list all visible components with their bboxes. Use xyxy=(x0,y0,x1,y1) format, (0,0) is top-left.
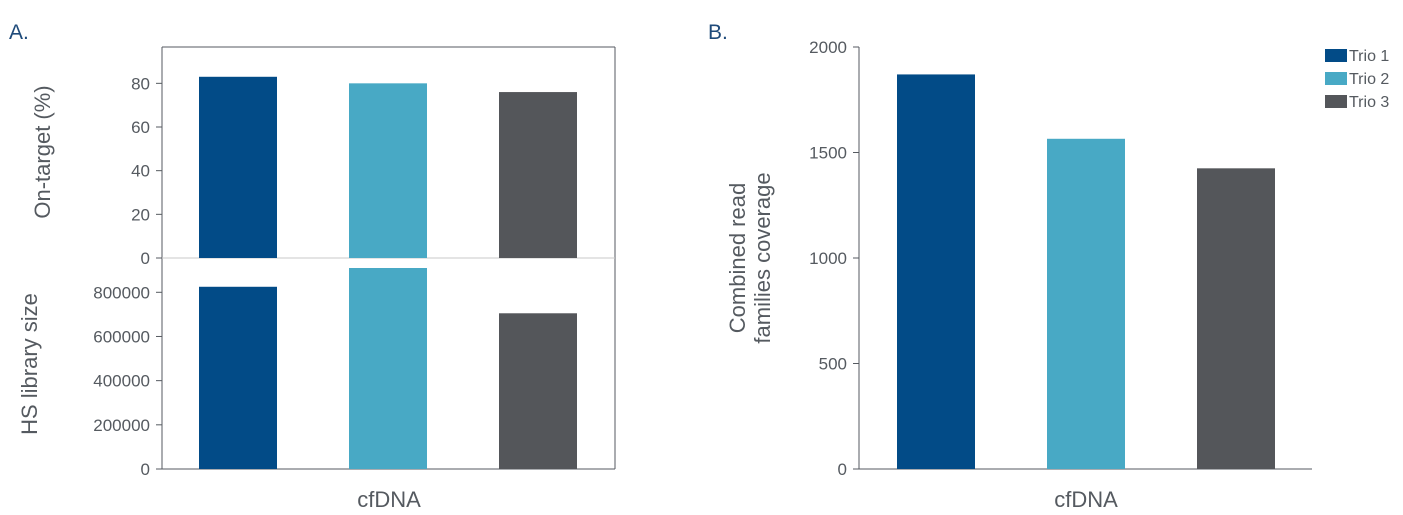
read-families-coverage-tick-label: 2000 xyxy=(809,38,847,57)
panel-a-label: A. xyxy=(9,21,29,44)
panel-a-xlabel: cfDNA xyxy=(357,487,421,512)
on-target-bar-trio-3 xyxy=(499,92,577,258)
read-families-coverage-bar-trio-1 xyxy=(897,74,975,470)
on-target-tick-label: 60 xyxy=(131,118,150,137)
hs-library-size-bar-trio-2 xyxy=(349,268,427,469)
hs-library-size-bar-trio-3 xyxy=(499,313,577,469)
panel-b: Combined read families coverage cfDNA xyxy=(725,47,1312,512)
legend-label-trio-1: Trio 1 xyxy=(1349,48,1389,65)
on-target-tick-label: 80 xyxy=(131,74,150,93)
read-families-coverage-tick-label: 1500 xyxy=(809,144,847,163)
hs-library-size-tick-label: 400000 xyxy=(93,372,150,391)
panel-b-ylabel: Combined read families coverage xyxy=(725,172,775,343)
hs-library-size-tick-label: 800000 xyxy=(93,283,150,302)
read-families-coverage-tick-label: 0 xyxy=(838,460,847,479)
on-target-ylabel: On-target (%) xyxy=(30,85,55,218)
panel-b-xlabel: cfDNA xyxy=(1054,487,1118,512)
on-target-tick-label: 40 xyxy=(131,162,150,181)
panel-a: On-target (%) HS library size cfDNA xyxy=(17,46,616,512)
legend-swatch-trio-2 xyxy=(1325,72,1347,85)
panel-b-label: B. xyxy=(708,21,728,44)
hs-library-size-tick-label: 200000 xyxy=(93,416,150,435)
legend-label-trio-2: Trio 2 xyxy=(1349,71,1389,88)
legend-swatch-trio-3 xyxy=(1325,95,1347,108)
hs-library-size-tick-label: 600000 xyxy=(93,327,150,346)
legend-swatch-trio-1 xyxy=(1325,49,1347,62)
read-families-coverage-tick-label: 1000 xyxy=(809,249,847,268)
read-families-coverage-bar-trio-2 xyxy=(1047,138,1125,469)
legend-label-trio-3: Trio 3 xyxy=(1349,94,1389,111)
on-target-bar-trio-2 xyxy=(349,83,427,258)
chart-marks: 0 20 40 60 80 0 200000 400000 600000 800000 0 500 10… xyxy=(93,38,1389,479)
hs-library-size-tick-label: 0 xyxy=(141,460,150,479)
panel-b-ylabel-line-2: families coverage xyxy=(750,172,775,343)
on-target-bar-trio-1 xyxy=(199,76,277,259)
on-target-tick-label: 20 xyxy=(131,205,150,224)
on-target-tick-label: 0 xyxy=(141,249,150,268)
read-families-coverage-tick-label: 500 xyxy=(819,355,847,374)
hs-library-size-ylabel: HS library size xyxy=(17,293,42,435)
hs-library-size-bar-trio-1 xyxy=(199,286,277,469)
panel-b-ylabel-line-1: Combined read xyxy=(725,183,750,333)
read-families-coverage-bar-trio-3 xyxy=(1197,168,1275,469)
